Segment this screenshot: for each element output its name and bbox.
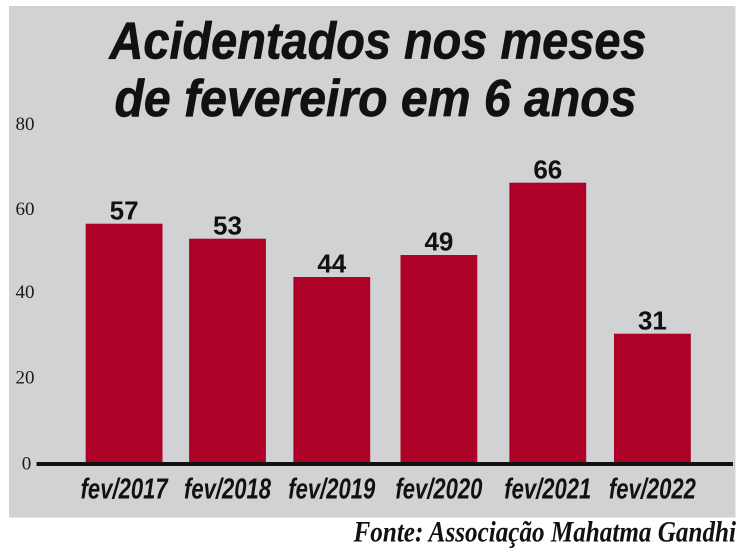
svg-text:Fonte: Associação Mahatma Gand: Fonte: Associação Mahatma Gandhi [353,515,737,548]
svg-text:60: 60 [16,199,35,220]
svg-text:fev/2018: fev/2018 [184,474,272,506]
svg-text:49: 49 [424,227,453,257]
svg-text:fev/2022: fev/2022 [609,474,696,506]
svg-text:fev/2017: fev/2017 [81,474,169,506]
svg-text:20: 20 [16,368,35,389]
svg-text:0: 0 [22,454,32,475]
svg-text:80: 80 [16,114,35,135]
svg-text:fev/2020: fev/2020 [395,474,482,506]
svg-text:44: 44 [317,249,346,279]
svg-text:Acidentados nos meses: Acidentados nos meses [108,13,647,71]
svg-text:de fevereiro em 6 anos: de fevereiro em 6 anos [115,70,637,128]
svg-text:53: 53 [213,210,242,240]
svg-text:40: 40 [16,282,35,303]
svg-text:31: 31 [638,305,667,335]
svg-text:fev/2019: fev/2019 [288,474,375,506]
svg-text:66: 66 [533,154,562,184]
svg-text:57: 57 [110,195,139,225]
svg-text:fev/2021: fev/2021 [504,474,591,506]
